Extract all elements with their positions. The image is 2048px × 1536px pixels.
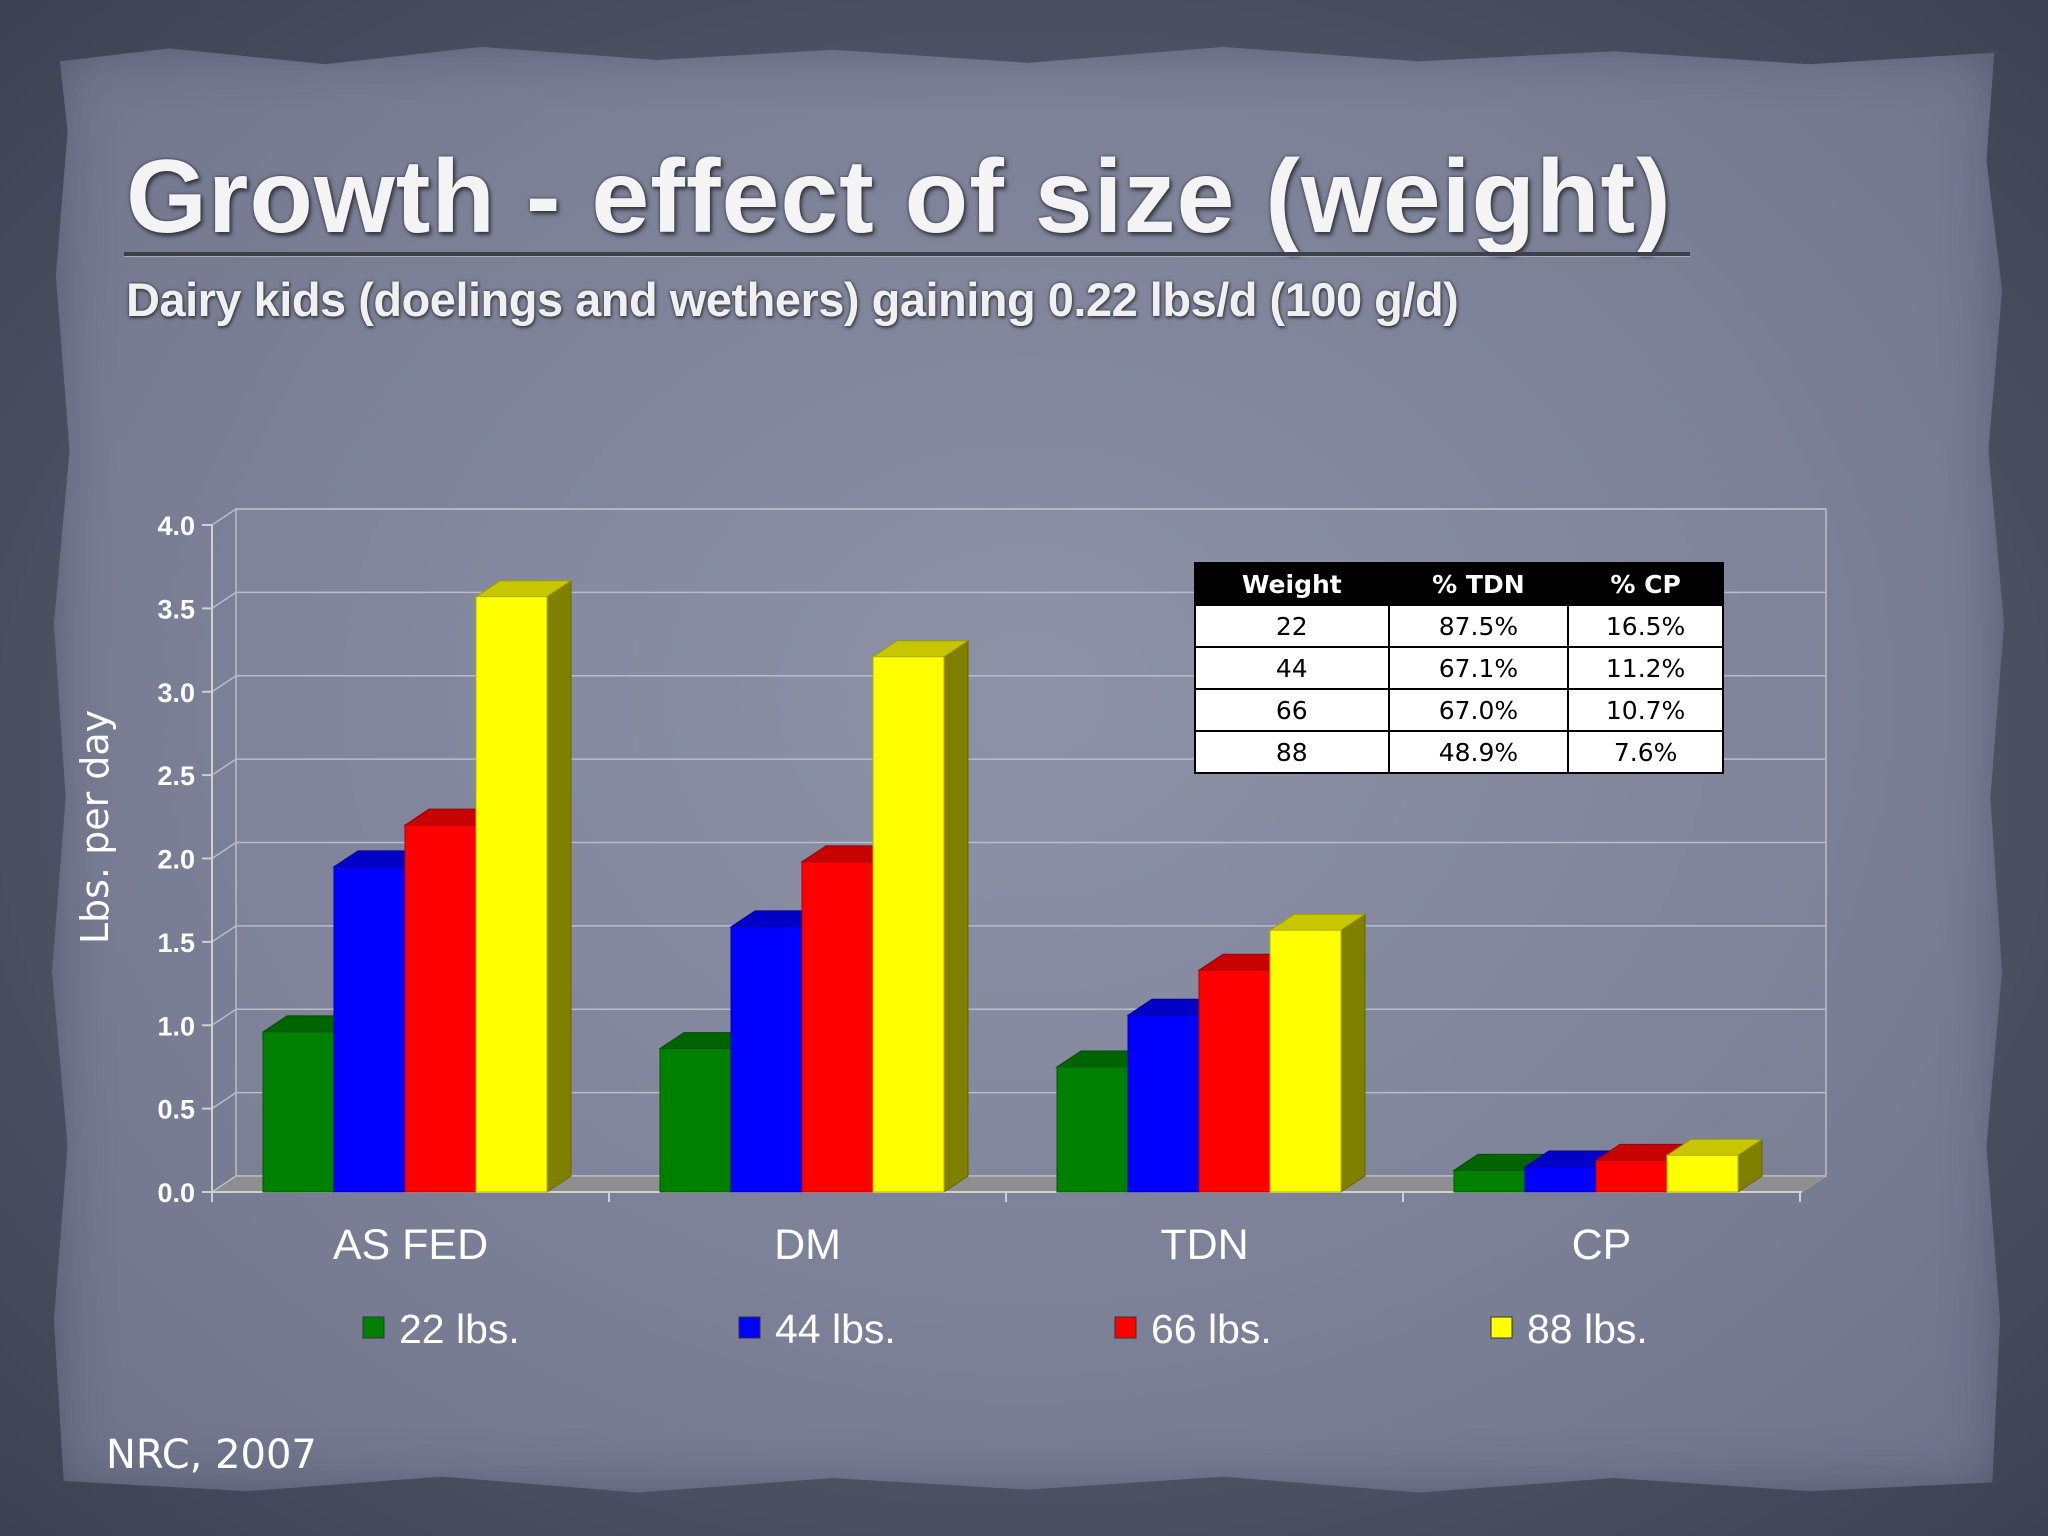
legend-label: 88 lbs. <box>1527 1306 1648 1352</box>
table-cell: 10.7% <box>1567 688 1724 732</box>
bar-tdn-88lbs <box>1268 913 1367 1193</box>
x-category-label: CP <box>1572 1221 1632 1269</box>
y-tick-label: 3.5 <box>157 594 195 624</box>
legend-swatch <box>1490 1316 1513 1339</box>
legend-label: 44 lbs. <box>775 1306 896 1352</box>
legend-label: 66 lbs. <box>1151 1306 1272 1352</box>
slide-subtitle: Dairy kids (doelings and wethers) gainin… <box>126 273 1459 326</box>
table-row: 88 48.9% 7.6% <box>1194 730 1724 774</box>
table-row: 22 87.5% 16.5% <box>1194 604 1724 648</box>
y-tick-label: 1.5 <box>157 928 195 958</box>
y-tick-label: 3.0 <box>157 678 195 708</box>
x-category-label: DM <box>774 1221 841 1269</box>
table-header: % CP <box>1567 562 1724 606</box>
nutrient-table: Weight % TDN % CP 22 87.5% 16.5% 44 67.1… <box>1194 562 1724 774</box>
bar-front <box>475 596 548 1193</box>
y-tick-label: 1.0 <box>157 1011 195 1041</box>
y-tick-label: 4.0 <box>157 511 195 541</box>
table-cell: 67.1% <box>1387 646 1570 690</box>
legend-swatch <box>738 1316 761 1339</box>
table-cell: 22 <box>1194 604 1390 648</box>
table-cell: 7.6% <box>1567 730 1724 774</box>
bar-as-fed-88lbs <box>474 579 573 1193</box>
bar-front <box>404 824 477 1193</box>
gridline <box>211 508 1826 526</box>
legend-label: 22 lbs. <box>399 1306 520 1352</box>
source-citation: NRC, 2007 <box>106 1432 317 1478</box>
table-header: % TDN <box>1387 562 1570 606</box>
y-tick-label: 0.0 <box>157 1178 195 1208</box>
table-cell: 44 <box>1194 646 1390 690</box>
y-tick-label: 2.0 <box>157 845 195 875</box>
table-cell: 66 <box>1194 688 1390 732</box>
bar-side <box>546 579 572 1193</box>
bar-front <box>333 866 406 1193</box>
legend-swatch <box>362 1316 385 1339</box>
bar-front <box>1056 1066 1129 1193</box>
table-header: Weight <box>1194 562 1390 606</box>
title-underline <box>124 252 1690 256</box>
chart-bars <box>261 579 1764 1193</box>
bar-front <box>659 1048 732 1193</box>
x-category-label: TDN <box>1160 1221 1248 1269</box>
table-row: 66 67.0% 10.7% <box>1194 688 1724 732</box>
bar-front <box>1198 969 1271 1193</box>
table-row: 44 67.1% 11.2% <box>1194 646 1724 690</box>
bar-dm-88lbs <box>871 639 970 1193</box>
slide-title: Growth - effect of size (weight) <box>126 139 1672 255</box>
table-cell: 88 <box>1194 730 1390 774</box>
gridline <box>211 841 1826 860</box>
bar-front <box>1666 1154 1739 1193</box>
bar-side <box>943 639 969 1193</box>
table-cell: 67.0% <box>1387 688 1570 732</box>
bar-front <box>1595 1159 1668 1193</box>
table-cell: 48.9% <box>1387 730 1570 774</box>
bar-cp-88lbs <box>1665 1138 1764 1193</box>
x-category-label: AS FED <box>333 1221 488 1269</box>
y-tick-label: 0.5 <box>157 1095 195 1125</box>
table-cell: 16.5% <box>1567 604 1724 648</box>
chart-labels: 0.0 0.5 1.0 1.5 2.0 2.5 3.0 3.5 4.0 Lbs. per day A… <box>73 511 1631 1269</box>
table-header-row: Weight % TDN % CP <box>1194 562 1724 606</box>
bar-front <box>1269 929 1342 1193</box>
bar-front <box>1127 1014 1200 1193</box>
y-tick-label: 2.5 <box>157 761 195 791</box>
y-axis-title: Lbs. per day <box>73 710 117 944</box>
bar-front <box>730 926 803 1193</box>
legend-swatch <box>1114 1316 1137 1339</box>
chart-legend: 22 lbs. 44 lbs. 66 lbs. 88 lbs. <box>362 1306 1648 1352</box>
bar-front <box>872 656 945 1193</box>
bar-front <box>262 1031 335 1193</box>
bar-front <box>801 861 874 1193</box>
table-cell: 11.2% <box>1567 646 1724 690</box>
bar-front <box>1453 1169 1526 1193</box>
bar-side <box>1340 913 1366 1193</box>
table-cell: 87.5% <box>1387 604 1570 648</box>
bar-front <box>1524 1166 1597 1193</box>
